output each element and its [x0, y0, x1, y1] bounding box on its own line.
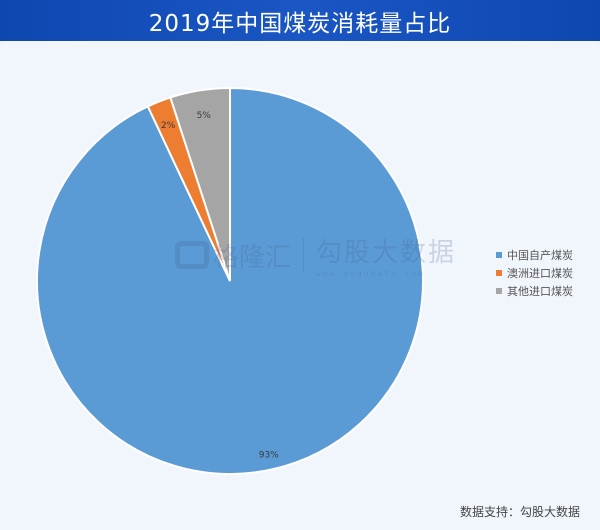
slice-label: 93% — [259, 450, 279, 460]
legend-item: 澳洲进口煤炭 — [496, 264, 573, 282]
watermark-divider — [303, 238, 305, 272]
watermark-left: 格隆汇 — [213, 242, 292, 273]
watermark-logo-icon — [175, 241, 209, 269]
chart-title: 2019年中国煤炭消耗量占比 — [148, 10, 452, 37]
watermark-right: 勾股大数据 — [316, 238, 457, 268]
legend-item: 其他进口煤炭 — [496, 282, 573, 300]
legend-swatch-icon — [496, 288, 502, 294]
legend-swatch-icon — [496, 270, 502, 276]
legend-label: 澳洲进口煤炭 — [507, 267, 573, 280]
header-banner: 2019年中国煤炭消耗量占比 — [0, 0, 600, 41]
watermark: 格隆汇 勾股大数据 www.gogudata.com — [175, 232, 456, 278]
pie-slice — [169, 86, 231, 282]
legend-label: 其他进口煤炭 — [507, 285, 573, 298]
data-source: 数据支持：勾股大数据 — [459, 505, 580, 519]
legend-item: 中国自产煤炭 — [496, 246, 573, 264]
legend: 中国自产煤炭 澳洲进口煤炭 其他进口煤炭 — [496, 246, 573, 300]
slice-label: 5% — [197, 111, 212, 121]
legend-label: 中国自产煤炭 — [507, 249, 573, 262]
watermark-url: www.gogudata.com — [316, 269, 426, 278]
slice-label: 2% — [161, 121, 176, 131]
legend-swatch-icon — [496, 252, 502, 258]
